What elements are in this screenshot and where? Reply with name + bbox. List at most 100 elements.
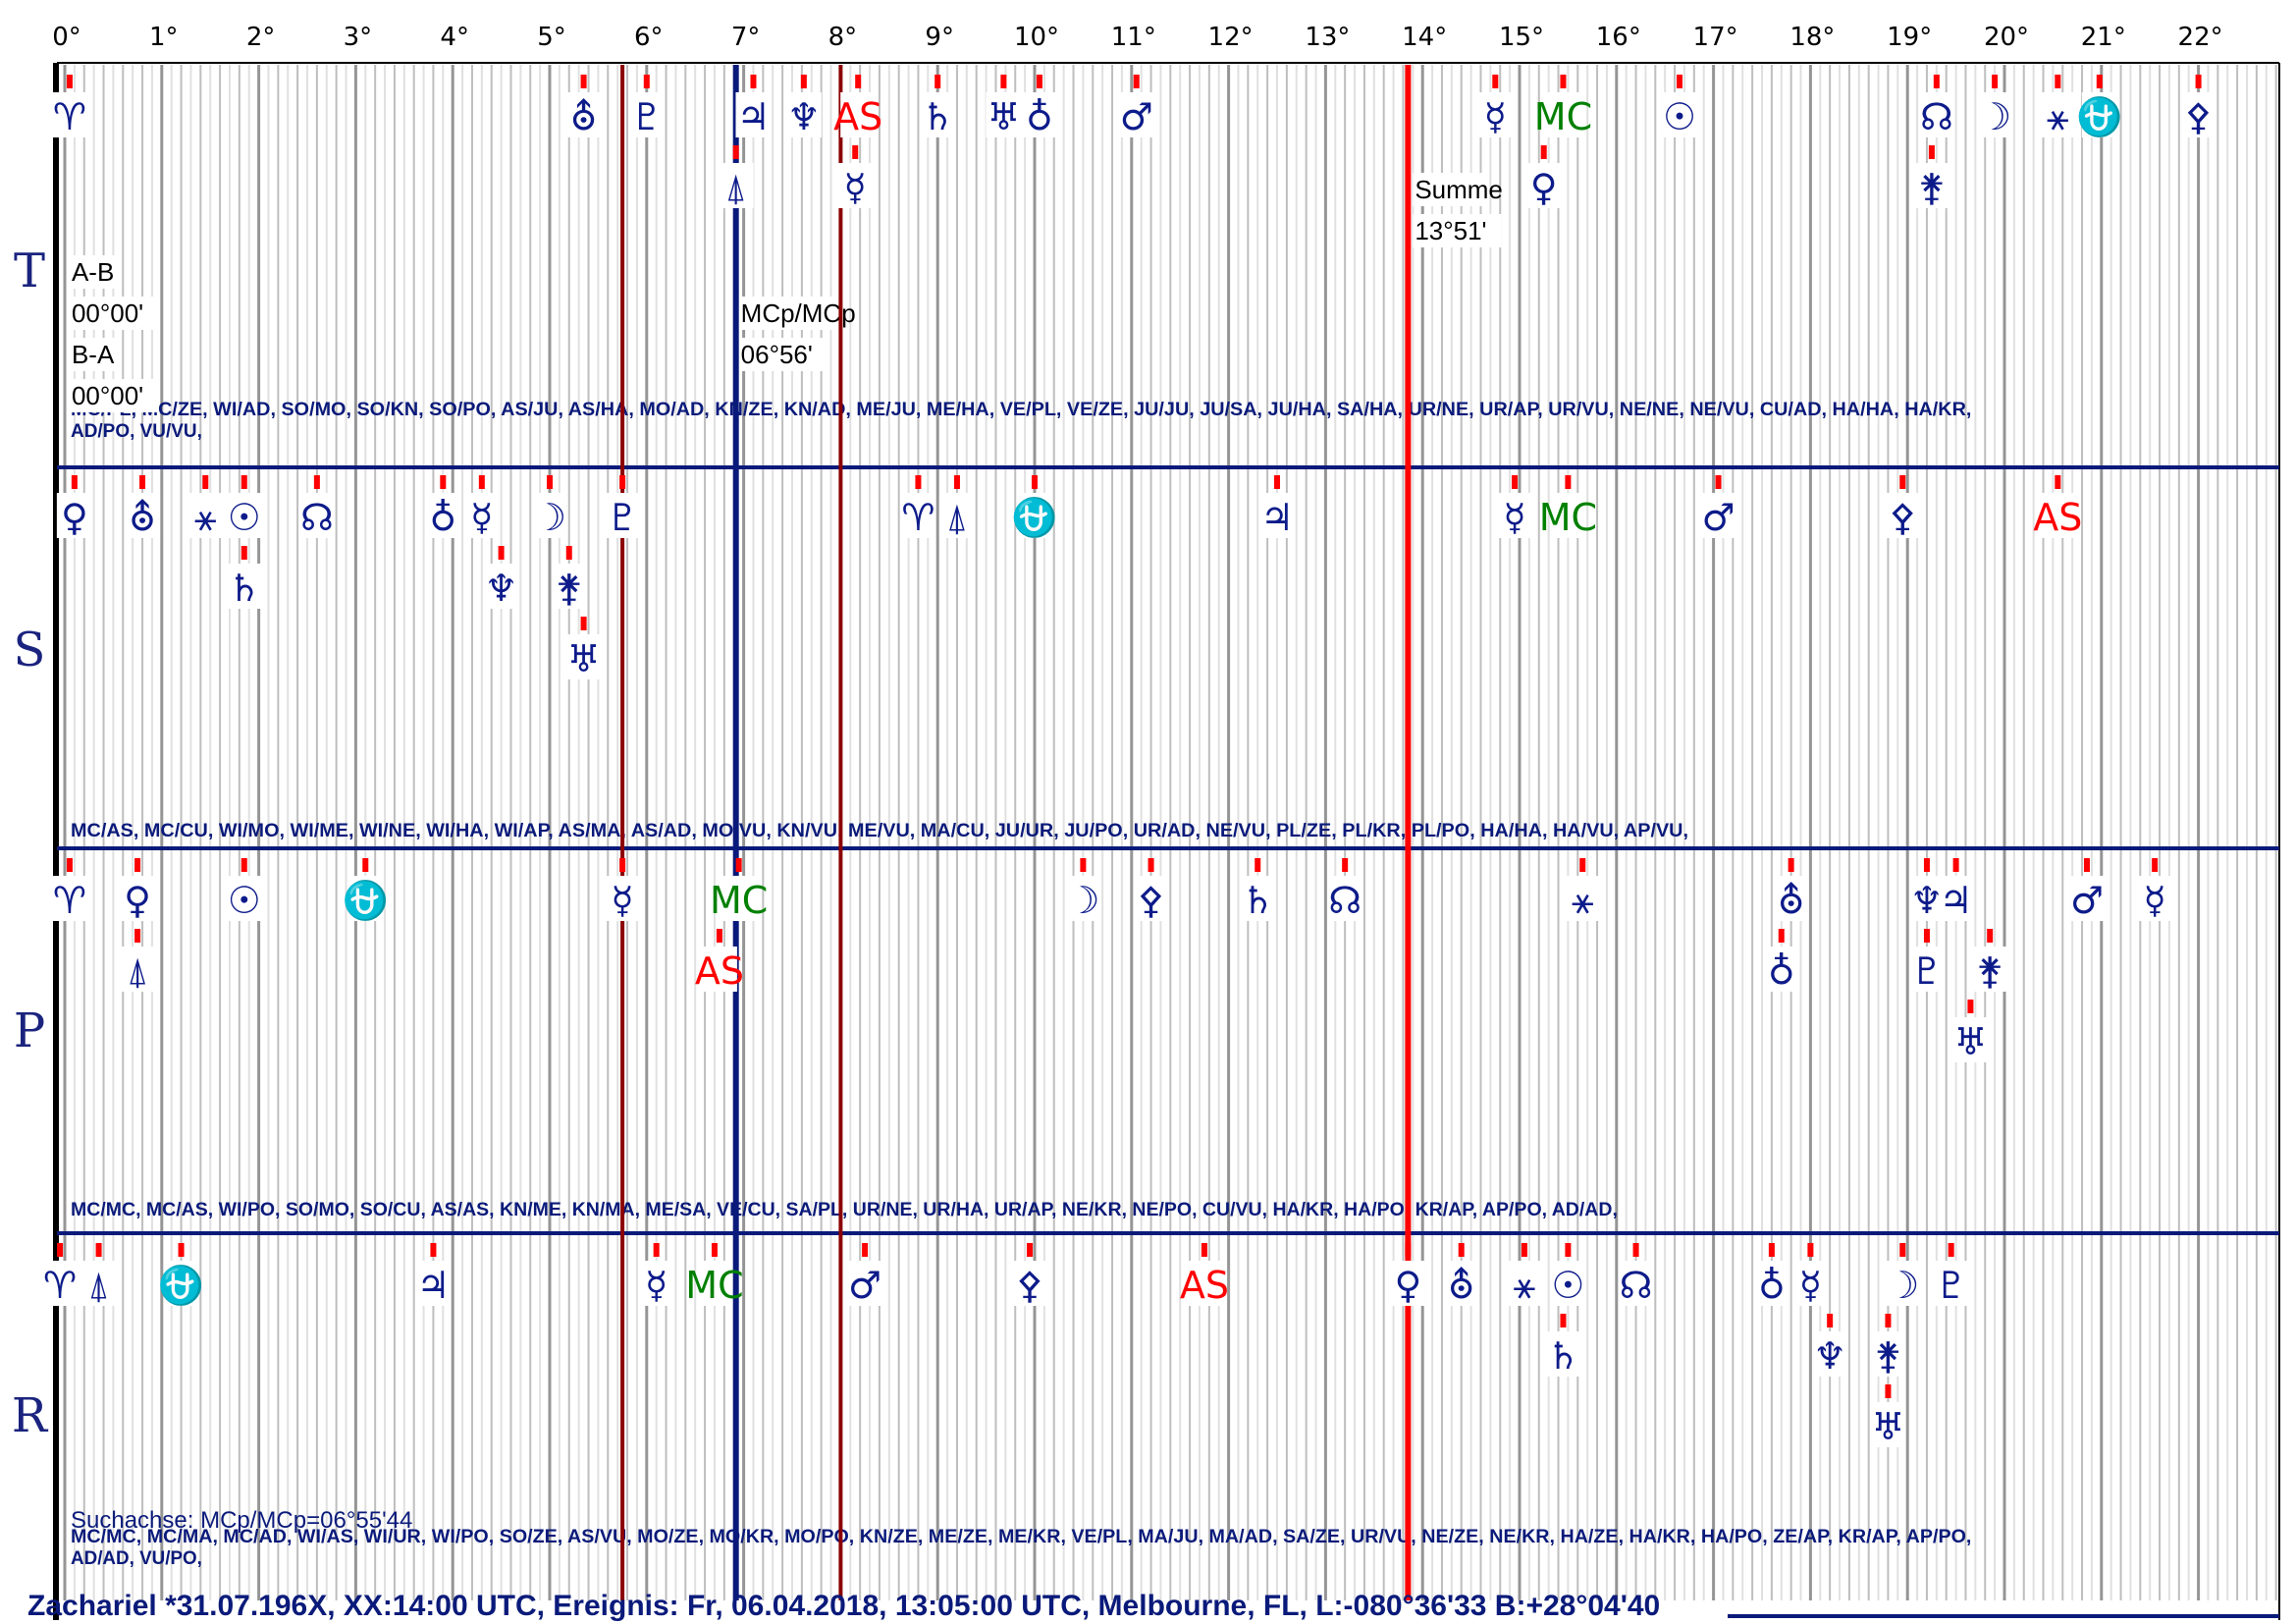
planet-glyph: ♄: [1241, 879, 1274, 922]
annotation-bg: [69, 338, 117, 371]
position-tick: [1565, 1243, 1572, 1257]
planet-marker: ♇: [1908, 929, 1945, 993]
planet-glyph: ⛢: [570, 95, 598, 138]
planet-glyph: ⛎: [343, 879, 389, 922]
planet-glyph: ⛎: [1011, 496, 1057, 539]
glyph-bg: [532, 493, 567, 538]
position-tick: [202, 475, 209, 489]
position-tick: [565, 546, 572, 560]
position-tick: [619, 475, 626, 489]
x-tick-label: 15°: [1499, 23, 1544, 52]
position-tick: [580, 617, 587, 630]
glyph-bg: [1525, 163, 1562, 208]
planet-marker: ⛢: [1443, 1243, 1479, 1307]
planet-glyph: MC: [710, 879, 768, 922]
planet-glyph: ☊: [1920, 95, 1953, 138]
planet-marker: ♄: [226, 546, 262, 610]
x-tick-label: 6°: [634, 23, 664, 52]
planet-marker: ☊: [1618, 1243, 1654, 1307]
position-tick: [1274, 475, 1280, 489]
annotation-text: 13°51': [1415, 216, 1486, 245]
position-tick: [953, 475, 960, 489]
glyph-bg: [1118, 92, 1154, 137]
planet-glyph: ♆: [787, 95, 821, 138]
position-tick: [2083, 858, 2090, 872]
planet-glyph: ♂: [1702, 496, 1735, 539]
planet-marker: ☿: [1497, 475, 1533, 539]
glyph-bg: [1327, 876, 1363, 921]
planet-glyph: ♈: [43, 1264, 77, 1307]
row-label-s: S: [14, 623, 46, 677]
position-tick: [735, 858, 742, 872]
glyph-bg: [51, 876, 87, 921]
position-tick: [240, 546, 247, 560]
position-tick: [1521, 1243, 1527, 1257]
chart-rows: T MC/PL, MC/ZE, WI/AD, SO/MO, SO/KN, SO/P…: [12, 173, 1971, 1569]
glyph-bg: [628, 92, 665, 137]
planet-marker: ☿: [1477, 75, 1514, 138]
glyph-bg: [920, 92, 956, 137]
glyph-bg: [1497, 493, 1533, 538]
planet-marker: ⚴: [2180, 75, 2216, 138]
glyph-bg: [1933, 1261, 1969, 1306]
position-tick: [178, 1243, 185, 1257]
glyph-bg: [226, 564, 262, 609]
planet-glyph: ⛎: [2076, 95, 2122, 138]
planet-glyph: ♈: [901, 496, 934, 539]
x-tick-label: 0°: [52, 23, 81, 52]
planet-glyph: MC: [685, 1264, 743, 1307]
glyph-bg: [638, 1261, 674, 1306]
position-tick: [1807, 1243, 1814, 1257]
planet-glyph: MC: [1534, 95, 1592, 138]
position-tick: [1885, 1314, 1892, 1327]
x-tick-label: 2°: [246, 23, 276, 52]
x-tick-label: 21°: [2081, 23, 2126, 52]
position-tick: [1827, 1314, 1834, 1327]
position-tick: [1255, 858, 1261, 872]
planet-glyph: ♃: [416, 1264, 450, 1307]
planet-marker: AS: [2033, 475, 2082, 539]
position-tick: [478, 475, 485, 489]
position-tick: [1928, 145, 1935, 159]
glyph-bg: [1186, 1261, 1222, 1306]
x-tick-label: 8°: [828, 23, 858, 52]
planet-marker: ♅: [1870, 1384, 1906, 1448]
planet-glyph: ⛢: [129, 496, 156, 539]
glyph-bg: [1700, 493, 1736, 538]
position-tick: [1885, 1384, 1892, 1398]
glyph-bg: [1550, 493, 1586, 538]
planet-marker: ☽: [1885, 1243, 1921, 1307]
planet-glyph: ☉: [1551, 1264, 1584, 1307]
annotation-bg: [69, 255, 117, 289]
position-tick: [1632, 1243, 1639, 1257]
planet-glyph: ☿: [2143, 879, 2165, 922]
x-tick-label: 20°: [1984, 23, 2029, 52]
planet-marker: ♀: [1525, 145, 1562, 209]
planet-marker: ⚵: [1972, 929, 2008, 993]
planet-glyph: ♈: [53, 95, 86, 138]
planet-marker: ♅: [1952, 1000, 1989, 1063]
x-tick-label: 18°: [1789, 23, 1835, 52]
position-tick: [1560, 75, 1567, 88]
planet-glyph: ⛎: [158, 1264, 204, 1307]
planet-marker: ♆: [1908, 858, 1945, 922]
planet-glyph: ☿: [611, 879, 633, 922]
glyph-bg: [2081, 92, 2117, 137]
planet-marker: ⛢: [125, 475, 161, 539]
glyph-bg: [735, 92, 772, 137]
planet-marker: ⚴: [1012, 1243, 1048, 1307]
planet-glyph: ☊: [1328, 879, 1362, 922]
planet-glyph: ⛢: [1448, 1264, 1475, 1307]
planet-glyph: ⚹: [1514, 1264, 1536, 1307]
planet-marker: AS: [833, 75, 882, 138]
position-tick: [1342, 858, 1349, 872]
planet-marker: ☉: [226, 475, 262, 539]
planet-glyph: ♀: [1394, 1264, 1421, 1307]
glyph-bg: [163, 1261, 199, 1306]
planet-glyph: ⛢: [1778, 879, 1805, 922]
planet-marker: ♃: [735, 75, 772, 138]
glyph-bg: [1550, 1261, 1586, 1306]
planet-marker: ☽: [1977, 75, 2013, 138]
planet-glyph: ⚵: [1875, 1334, 1902, 1378]
glyph-bg: [1545, 1331, 1581, 1377]
